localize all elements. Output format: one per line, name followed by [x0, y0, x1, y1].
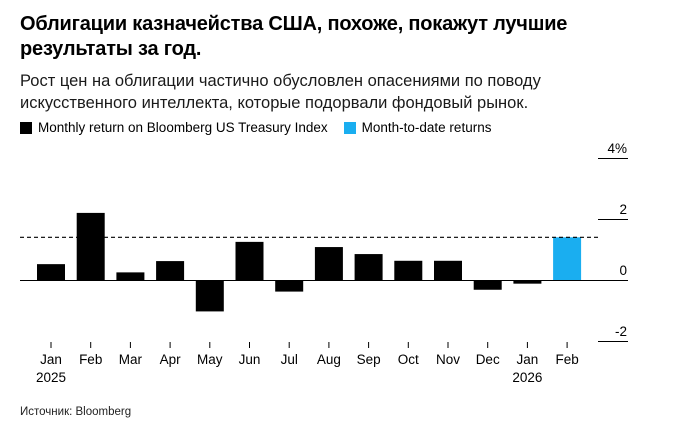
x-tick-label-3: Apr	[160, 352, 182, 367]
x-tick-label-0: Jan	[40, 352, 62, 367]
bar-chart: -2 0 2 4% Jan Feb Mar Apr May Jun Jul Aug Sep Oct Nov D…	[20, 141, 628, 385]
legend-item-monthly: Monthly return on Bloomberg US Treasury …	[20, 120, 328, 135]
x-year-label-1: 2026	[512, 370, 542, 385]
bar-jun-5	[235, 241, 264, 280]
bar-jul-6	[275, 280, 304, 292]
legend-swatch-monthly	[20, 121, 32, 134]
bar-aug-7	[314, 247, 343, 280]
bar-jan-0	[37, 264, 65, 280]
x-tick-label-1: Feb	[79, 352, 102, 367]
x-tick-label-7: Aug	[317, 352, 341, 367]
y-tick-label-1: 0	[619, 263, 627, 278]
bar-mar-2	[116, 272, 145, 280]
legend-item-mtd: Month-to-date returns	[343, 120, 492, 135]
bar-feb-13	[553, 237, 582, 280]
x-tick-label-2: Mar	[119, 352, 143, 367]
y-tick-label-3: 4%	[607, 141, 627, 156]
x-tick-label-5: Jun	[239, 352, 261, 367]
x-tick-label-11: Dec	[476, 352, 500, 367]
x-tick-label-9: Oct	[398, 352, 419, 367]
x-year-label-0: 2025	[36, 370, 66, 385]
bar-feb-1	[76, 212, 105, 280]
bar-sep-8	[354, 254, 383, 280]
legend-label-monthly: Monthly return on Bloomberg US Treasury …	[38, 120, 328, 135]
legend-swatch-mtd	[343, 121, 356, 134]
y-tick-label-2: 2	[619, 202, 627, 217]
legend: Monthly return on Bloomberg US Treasury …	[20, 120, 507, 135]
source-note: Источник: Bloomberg	[20, 406, 132, 418]
bar-nov-10	[434, 260, 462, 280]
chart-title: Облигации казначейства США, похоже, пока…	[20, 13, 568, 60]
legend-label-mtd: Month-to-date returns	[361, 120, 492, 135]
bar-jan-12	[513, 280, 542, 284]
x-tick-label-8: Sep	[357, 352, 381, 367]
bar-apr-3	[156, 261, 185, 280]
bar-may-4	[195, 280, 224, 312]
x-tick-label-13: Feb	[555, 352, 578, 367]
x-tick-label-10: Nov	[436, 352, 460, 367]
bar-oct-9	[394, 260, 423, 280]
x-tick-label-12: Jan	[517, 352, 539, 367]
y-tick-label-0: -2	[615, 324, 627, 339]
x-tick-label-6: Jul	[281, 352, 298, 367]
chart-subtitle: Рост цен на облигации частично обусловле…	[20, 72, 541, 112]
bar-dec-11	[473, 280, 502, 290]
x-tick-label-4: May	[197, 352, 223, 367]
